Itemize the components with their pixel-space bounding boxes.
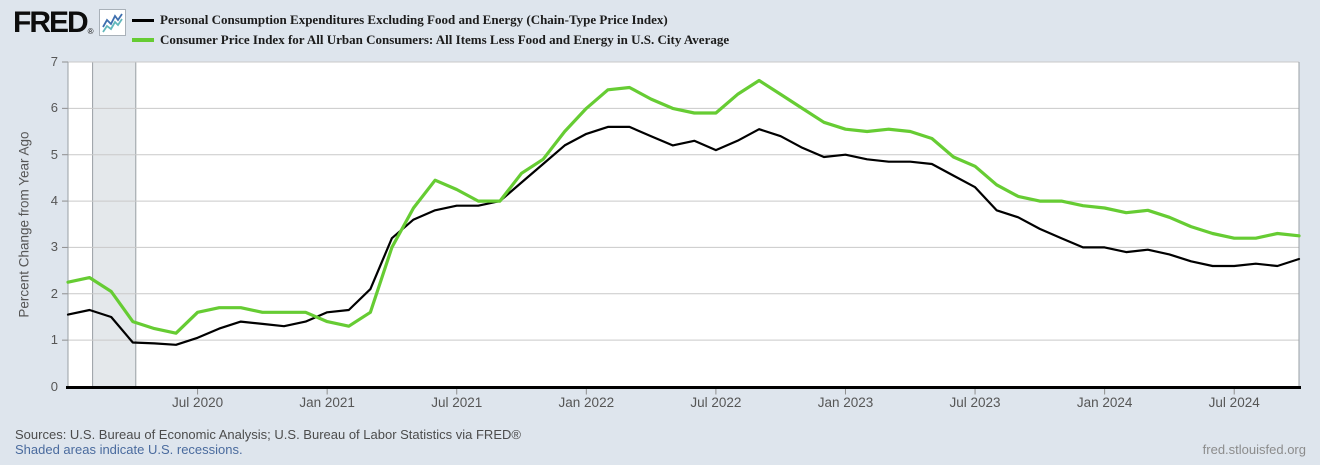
- y-tick-label: 1: [50, 332, 58, 348]
- fred-logo-text: FRED: [13, 6, 89, 39]
- y-tick-label: 2: [50, 285, 58, 301]
- x-tick-label: Jul 2021: [431, 395, 483, 410]
- x-tick-label: Jul 2022: [690, 395, 742, 410]
- x-tick-label: Jul 2023: [949, 395, 1001, 410]
- y-tick-label: 0: [50, 378, 58, 394]
- x-tick-label: Jul 2024: [1208, 395, 1260, 410]
- legend-label-cpi: Consumer Price Index for All Urban Consu…: [160, 32, 730, 47]
- legend-line-sample-cpi: [132, 38, 154, 42]
- sources-text: Sources: U.S. Bureau of Economic Analysi…: [15, 427, 521, 442]
- chart-legend: Personal Consumption Expenditures Exclud…: [132, 10, 729, 50]
- y-tick-label: 7: [50, 54, 58, 69]
- y-tick-label: 3: [50, 239, 58, 255]
- legend-line-sample-pce: [132, 18, 154, 22]
- x-tick-label: Jan 2024: [1076, 395, 1133, 410]
- legend-item-pce: Personal Consumption Expenditures Exclud…: [132, 10, 729, 30]
- y-axis-title: Percent Change from Year Ago: [16, 131, 32, 318]
- legend-label-pce: Personal Consumption Expenditures Exclud…: [160, 12, 668, 27]
- recession-note-link[interactable]: Shaded areas indicate U.S. recessions.: [15, 442, 243, 457]
- fred-logo-chart-icon: [98, 9, 126, 36]
- x-tick-label: Jul 2020: [172, 395, 224, 410]
- chart-footer: Sources: U.S. Bureau of Economic Analysi…: [15, 427, 521, 457]
- y-tick-label: 6: [50, 100, 58, 116]
- registered-mark: ®: [87, 27, 94, 36]
- x-tick-label: Jan 2023: [817, 395, 874, 410]
- legend-item-cpi: Consumer Price Index for All Urban Consu…: [132, 30, 729, 50]
- y-tick-label: 4: [50, 193, 58, 209]
- x-axis-tick-labels: Jul 2020 Jan 2021 Jul 2021 Jan 2022 Jul 2022…: [0, 395, 1320, 413]
- fred-watermark: fred.stlouisfed.org: [1202, 442, 1306, 457]
- y-tick-label: 5: [50, 146, 58, 162]
- x-tick-label: Jan 2021: [299, 395, 355, 410]
- x-tick-label: Jan 2022: [558, 395, 615, 410]
- fred-logo: FRED ®: [13, 6, 126, 39]
